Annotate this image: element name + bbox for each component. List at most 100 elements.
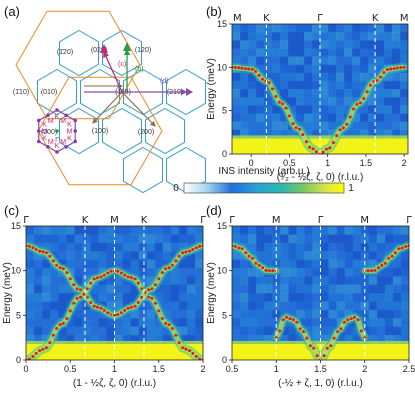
noise-pixel [170,318,180,328]
noise-pixel [384,105,393,114]
dispersion-point [404,245,408,248]
noise-pixel [264,293,273,302]
noise-pixel [26,334,35,344]
noise-pixel [288,97,297,106]
dispersion-point [355,102,359,106]
symmetry-point-label: K [67,121,72,128]
noise-pixel [240,259,249,269]
dispersion-point [99,275,103,279]
noise-pixel [50,309,59,319]
dispersion-point [31,246,35,250]
noise-pixel [384,242,394,252]
model-point [163,317,165,320]
dispersion-point [194,246,198,250]
noise-pixel [392,301,402,311]
dispersion-point [119,311,123,315]
model-point [280,101,282,104]
dispersion-point [281,318,285,322]
model-point [379,267,381,269]
noise-pixel [336,32,345,41]
noise-pixel [336,40,345,49]
dispersion-point [402,65,406,69]
noise-pixel [195,251,203,261]
noise-pixel [186,259,196,269]
noise-pixel [240,326,249,336]
noise-pixel [280,80,289,90]
dispersion-point [27,357,31,360]
noise-pixel [368,72,377,82]
noise-pixel [256,105,265,114]
dispersion-point [187,349,191,353]
noise-pixel [280,129,289,139]
dispersion-point [291,318,295,322]
noise-pixel [240,284,249,294]
noise-pixel [304,72,313,82]
noise-pixel [264,318,273,328]
noise-pixel [344,284,354,294]
noise-pixel [392,309,402,319]
noise-pixel [376,97,385,106]
noise-pixel [138,226,148,235]
model-point [95,278,97,280]
noise-pixel [240,293,249,302]
noise-pixel [256,309,265,319]
dispersion-point [314,150,318,154]
noise-pixel [232,97,241,106]
noise-pixel [58,251,67,261]
noise-pixel [154,234,164,244]
noise-pixel [288,284,297,294]
dispersion-point [366,269,370,273]
dispersion-point [92,304,96,308]
noise-pixel [344,309,354,319]
noise-pixel [296,334,305,344]
noise-pixel [170,309,180,319]
noise-pixel [154,318,164,328]
noise-pixel [66,259,75,269]
noise-pixel [360,309,370,319]
noise-pixel [74,318,83,328]
noise-pixel [392,276,402,286]
noise-pixel [240,318,249,328]
noise-pixel [360,226,370,235]
noise-pixel [320,276,330,286]
noise-pixel [352,113,361,123]
noise-pixel [106,226,116,235]
noise-pixel [288,259,297,269]
symmetry-point-dot [46,113,50,118]
noise-pixel [368,251,378,261]
noise-pixel [232,48,241,58]
zone-hexagon [123,68,163,116]
noise-pixel [256,48,265,58]
model-point [361,102,363,104]
noise-pixel [272,121,281,131]
noise-pixel [280,32,289,41]
model-point [331,345,333,347]
dispersion-point [301,133,305,137]
noise-pixel [392,259,402,269]
model-point [239,247,242,249]
dispersion-point [126,275,130,279]
noise-pixel [376,40,385,49]
noise-pixel [146,276,156,286]
noise-pixel [256,326,265,336]
noise-pixel [195,284,203,294]
noise-pixel [288,48,297,58]
noise-pixel [178,301,188,311]
dispersion-point [99,306,103,310]
dispersion-point [372,80,376,83]
model-point [40,250,42,252]
symmetry-point-dot [46,145,50,149]
model-point [40,349,42,352]
dispersion-point [157,309,161,313]
noise-pixel [312,80,321,90]
dispersion-point [329,344,333,348]
dispersion-point [106,271,110,275]
noise-pixel [320,24,329,33]
noise-pixel [264,72,273,82]
noise-pixel [170,242,180,252]
dispersion-point [123,273,127,277]
model-point [340,129,343,131]
noise-pixel [74,301,83,311]
